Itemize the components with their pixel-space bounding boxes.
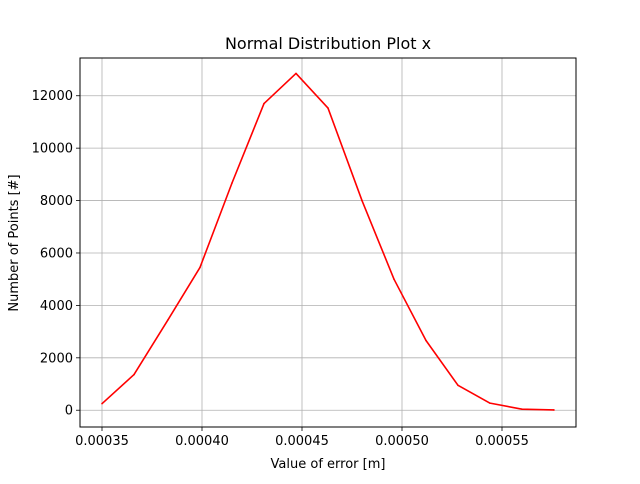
data-point — [457, 384, 459, 387]
data-point — [521, 408, 523, 410]
data-point — [133, 373, 135, 376]
data-point — [101, 402, 103, 405]
y-tick-label: 2000 — [40, 351, 73, 366]
y-tick-label: 0 — [65, 404, 73, 419]
x-tick-label: 0.00055 — [475, 434, 529, 449]
data-point — [327, 107, 329, 109]
y-tick-label: 6000 — [40, 246, 73, 261]
grid — [80, 58, 576, 427]
series-layer — [101, 72, 555, 411]
x-tick-label: 0.00035 — [75, 434, 129, 449]
data-point — [361, 199, 363, 202]
data-point — [263, 102, 265, 105]
chart-title: Normal Distribution Plot x — [225, 34, 431, 53]
y-axis-ticks: 0 2000 4000 6000 8000 10000 12000 — [32, 89, 80, 419]
y-tick-label: 10000 — [32, 142, 73, 157]
x-tick-label: 0.00040 — [175, 434, 229, 449]
x-tick-label: 0.00050 — [375, 434, 429, 449]
data-point — [489, 402, 491, 404]
x-axis-label: Value of error [m] — [271, 457, 386, 472]
data-point — [295, 72, 297, 75]
y-tick-label: 12000 — [32, 89, 73, 104]
plot-frame — [79, 57, 577, 428]
x-tick-label: 0.00045 — [275, 434, 329, 449]
data-point — [393, 278, 395, 280]
data-point — [553, 409, 555, 411]
y-tick-label: 4000 — [40, 299, 73, 314]
y-axis-label: Number of Points [#] — [7, 174, 22, 311]
data-point — [199, 266, 201, 269]
x-axis-ticks: 0.00035 0.00040 0.00045 0.00050 0.00055 — [75, 427, 529, 449]
data-point — [231, 182, 233, 184]
data-point — [425, 339, 427, 342]
data-point — [167, 319, 169, 321]
y-tick-label: 8000 — [40, 194, 73, 209]
